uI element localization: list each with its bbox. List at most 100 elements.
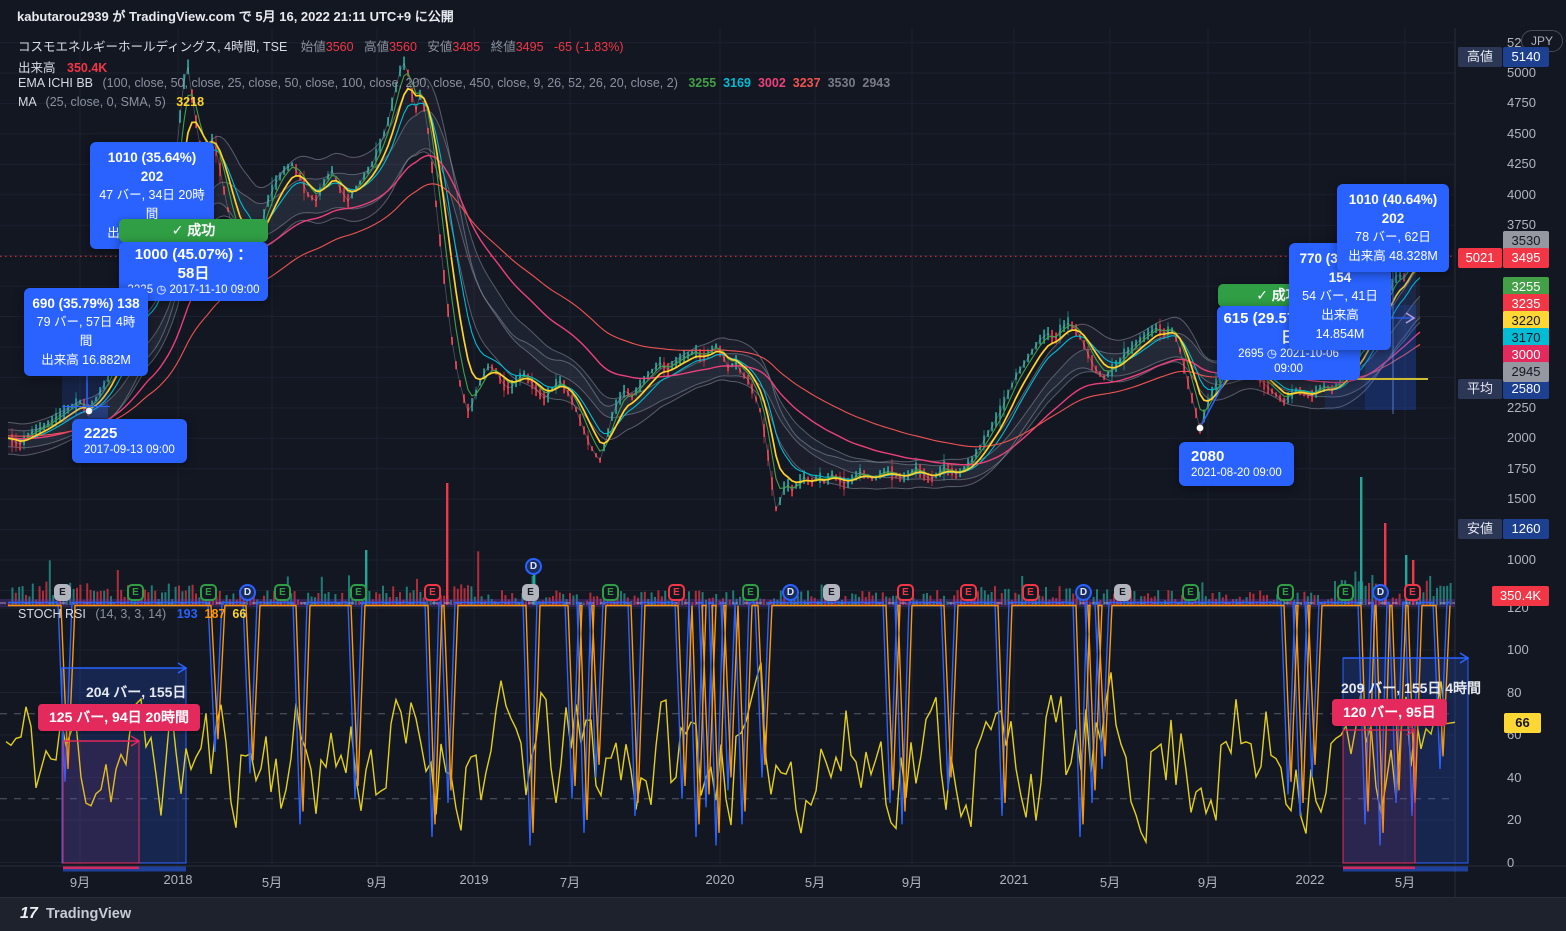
earnings-badge[interactable]: E <box>127 584 144 601</box>
price-tick: 2000 <box>1507 430 1536 446</box>
dividend-badge[interactable]: D <box>782 584 799 601</box>
stoch-tick: 100 <box>1507 642 1529 657</box>
stoch-tick: 20 <box>1507 812 1522 827</box>
earnings-badge[interactable]: E <box>742 584 759 601</box>
publish-text[interactable]: kabutarou2939 が TradingView.com で 5月 16,… <box>17 9 454 24</box>
price-tick: 1500 <box>1507 491 1536 507</box>
dividend-badge[interactable]: D <box>239 584 256 601</box>
volume-legend-row[interactable]: 出来高 350.4K <box>18 57 107 76</box>
earnings-badge[interactable]: E <box>424 584 441 601</box>
stoch-rsi-legend-row[interactable]: STOCH RSI (14, 3, 3, 14) 193 187 66 <box>18 607 246 621</box>
indicator-value: 3169 <box>723 76 751 90</box>
earnings-badge[interactable]: E <box>823 584 840 601</box>
tradingview-brand[interactable]: TradingView <box>46 906 132 922</box>
time-tick: 5月 <box>261 875 283 890</box>
projection-690-left[interactable]: 690 (35.79%) 138 79 バー, 57日 4時間 出来高 16.882… <box>24 288 148 376</box>
ma-legend-row[interactable]: MA (25, close, 0, SMA, 5) 3218 <box>18 95 204 109</box>
earnings-badge[interactable]: E <box>200 584 217 601</box>
time-tick: 7月 <box>559 875 581 890</box>
price-tick: 5000 <box>1507 65 1536 80</box>
ema-ichi-bb-legend-row[interactable]: EMA ICHI BB (100, close, 50, close, 25, … <box>18 76 890 90</box>
earnings-badge[interactable]: E <box>1404 584 1421 601</box>
earnings-badge[interactable]: E <box>1337 584 1354 601</box>
measure-204-label: 204 バー, 155日 <box>86 684 187 700</box>
volume-label: 出来高 <box>18 61 56 75</box>
time-tick: 5月 <box>1099 875 1121 890</box>
price-badge-高値: 5140 <box>1503 47 1549 67</box>
dividend-badge[interactable]: D <box>525 558 542 575</box>
indicator-value: 3530 <box>827 76 856 90</box>
high-value: 3560 <box>389 40 417 54</box>
price-tick: 3750 <box>1507 217 1536 233</box>
measure-120-badge[interactable]: 120 バー, 95日 <box>1332 699 1447 726</box>
price-badge-3000: 3000 <box>1503 345 1549 365</box>
price-tick: 4250 <box>1507 156 1536 172</box>
success-left[interactable]: ✓ 成功 <box>119 219 268 242</box>
earnings-badge[interactable]: E <box>602 584 619 601</box>
measure-125-badge[interactable]: 125 バー, 94日 20時間 <box>38 704 201 731</box>
price-tick: 2250 <box>1507 399 1536 415</box>
stoch-tick: 40 <box>1507 769 1522 785</box>
ma-name: MA <box>18 95 37 109</box>
earnings-badge[interactable]: E <box>897 584 914 601</box>
price-tick: 1750 <box>1507 460 1536 476</box>
time-tick: 2018 <box>163 872 193 887</box>
earnings-badge[interactable]: E <box>1182 584 1199 601</box>
indicator-values: 3255 3169 3002 3237 3530 2943 <box>681 76 890 90</box>
tradingview-logo-icon[interactable]: 17 <box>20 905 38 922</box>
price-label-安値: 安値 <box>1458 519 1502 539</box>
price-label-平均: 平均 <box>1458 379 1502 399</box>
price-tick: 4750 <box>1507 95 1536 111</box>
measure-209-label: 209 バー, 155日 4時間 <box>1341 680 1482 696</box>
symbol-title: コスモエネルギーホールディングス, 4時間, TSE <box>18 40 288 54</box>
price-tick: 4500 <box>1507 125 1536 141</box>
earnings-badge[interactable]: E <box>522 584 539 601</box>
indicator-value: 2943 <box>862 76 891 90</box>
dividend-badge[interactable]: D <box>1372 584 1389 601</box>
earnings-badge[interactable]: E <box>1277 584 1294 601</box>
price-badge-3170: 3170 <box>1503 328 1549 348</box>
symbol-legend-row[interactable]: コスモエネルギーホールディングス, 4時間, TSE 始値3560 高値3560… <box>18 36 624 55</box>
stoch-tick: 0 <box>1507 854 1515 870</box>
currency-button[interactable]: JPY <box>1521 30 1563 52</box>
price-badge-5021: 5021 <box>1458 248 1502 268</box>
earnings-badge[interactable]: E <box>274 584 291 601</box>
earnings-badge[interactable]: E <box>1022 584 1039 601</box>
earnings-badge[interactable]: E <box>350 584 367 601</box>
indicator-params: (100, close, 50, close, 25, close, 50, c… <box>102 76 678 90</box>
price-badge-3495: 3495 <box>1503 248 1549 268</box>
price-tick: 4000 <box>1507 186 1536 202</box>
price-label-高値: 高値 <box>1458 47 1502 67</box>
volume-value: 350.4K <box>67 61 108 75</box>
time-tick: 9月 <box>1197 875 1219 890</box>
ma-params: (25, close, 0, SMA, 5) <box>45 95 166 109</box>
low-value: 3485 <box>452 40 481 54</box>
price-badge-3530: 3530 <box>1503 231 1549 251</box>
low-label: 安値 <box>427 40 453 54</box>
marker-2080[interactable]: 2080 2021-08-20 09:00 <box>1179 442 1294 486</box>
close-value: 3495 <box>515 40 544 54</box>
footer-bar: 17 TradingView <box>0 897 1566 931</box>
stoch-tick: 80 <box>1507 684 1522 700</box>
projection-1010-right[interactable]: 1010 (40.64%) 202 78 バー, 62日 出来高 48.328M <box>1337 184 1449 272</box>
dividend-badge[interactable]: D <box>1075 584 1092 601</box>
earnings-badge[interactable]: E <box>54 584 71 601</box>
stoch-name: STOCH RSI <box>18 607 86 621</box>
close-label: 終値 <box>490 40 516 54</box>
price-badge-3235: 3235 <box>1503 294 1549 314</box>
indicator-value: 3002 <box>757 76 786 90</box>
time-tick: 9月 <box>69 875 91 890</box>
earnings-badge[interactable]: E <box>960 584 977 601</box>
earnings-badge[interactable]: E <box>668 584 685 601</box>
time-tick: 9月 <box>901 875 923 890</box>
price-badge-安値: 1260 <box>1503 519 1549 539</box>
marker-2225[interactable]: 2225 2017-09-13 09:00 <box>72 419 187 463</box>
indicator-value: 187 <box>204 607 226 621</box>
price-badge-3220: 3220 <box>1503 311 1549 331</box>
price-badge-平均: 2580 <box>1503 379 1549 399</box>
time-tick: 2020 <box>705 872 735 887</box>
earnings-badge[interactable]: E <box>1114 584 1131 601</box>
price-tick: 1000 <box>1507 552 1536 567</box>
stoch-values: 193 187 66 <box>170 607 247 621</box>
